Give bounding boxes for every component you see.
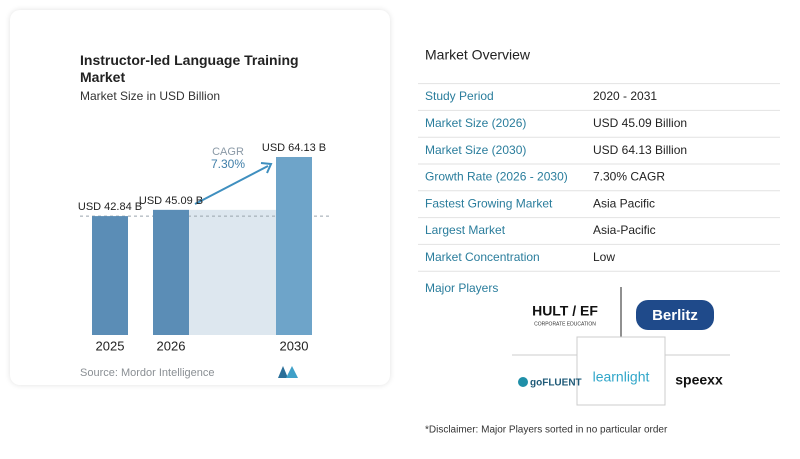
overview-title: Market Overview — [425, 47, 531, 63]
annotation-value: 7.30% — [211, 157, 245, 171]
logo: Berlitz — [652, 307, 698, 324]
row-label: Market Concentration — [425, 250, 540, 264]
disclaimer: *Disclaimer: Major Players sorted in no … — [425, 425, 668, 436]
chart-title: Instructor-led Language Training Market — [80, 52, 299, 85]
logo-box — [576, 336, 666, 406]
row-label: Growth Rate (2026 - 2030) — [425, 170, 568, 184]
cagr-arrow — [194, 165, 269, 205]
row-label: Market Size (2026) — [425, 116, 526, 130]
row-value: Asia Pacific — [593, 196, 655, 210]
arrow-head — [260, 162, 273, 174]
row-value: Asia-Pacific — [593, 223, 656, 237]
logo-icon — [518, 377, 528, 387]
bar — [276, 157, 312, 335]
x-tick-label: 2030 — [280, 338, 309, 353]
logo-badge — [636, 300, 714, 330]
annotation-label: CAGR — [212, 146, 244, 158]
row-label: Largest Market — [425, 223, 506, 237]
value-label: USD 45.09 B — [139, 195, 203, 207]
chart-subtitle: Market Size in USD Billion — [80, 89, 221, 103]
logo: speexx — [675, 372, 723, 388]
row-value: USD 64.13 Billion — [593, 143, 687, 157]
bar — [153, 209, 189, 335]
players-title: Major Players — [425, 281, 498, 295]
x-tick-label: 2026 — [157, 338, 186, 353]
row-value: 2020 - 2031 — [593, 89, 657, 103]
logo: HULT / EF — [532, 303, 598, 319]
value-label: USD 42.84 B — [78, 201, 142, 213]
logo: CORPORATE EDUCATION — [534, 321, 596, 327]
source-logo — [278, 366, 298, 378]
row-label: Market Size (2030) — [425, 143, 526, 157]
row-label: Study Period — [425, 89, 494, 103]
bar — [92, 216, 128, 335]
source: Source: Mordor Intelligence — [80, 367, 215, 379]
row-value: USD 45.09 Billion — [593, 116, 687, 130]
logo: learnlight — [593, 369, 650, 385]
row-value: Low — [593, 250, 615, 264]
x-tick-label: 2025 — [96, 338, 125, 353]
value-label: USD 64.13 B — [262, 142, 326, 154]
growth-band — [189, 209, 276, 335]
logo: goFLUENT — [530, 378, 582, 389]
row-value: 7.30% CAGR — [593, 170, 665, 184]
row-label: Fastest Growing Market — [425, 196, 553, 210]
